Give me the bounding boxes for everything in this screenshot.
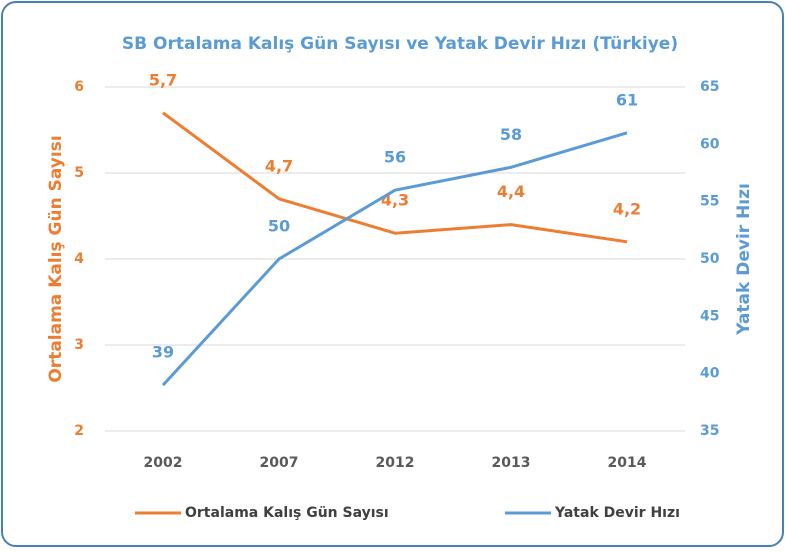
y-axis-title: Ortalama Kalış Gün Sayısı	[46, 135, 66, 382]
chart-title: SB Ortalama Kalış Gün Sayısı ve Yatak De…	[122, 34, 678, 54]
y-tick-label: 4	[74, 251, 84, 267]
y-tick-label: 5	[74, 165, 84, 181]
data-label: 39	[152, 343, 174, 362]
x-tick-label: 2014	[608, 455, 647, 471]
y-tick-label: 6	[74, 79, 84, 95]
data-label: 61	[616, 90, 638, 109]
x-tick-label: 2002	[144, 455, 183, 471]
data-label: 4,3	[381, 191, 409, 210]
y2-tick-label: 50	[700, 251, 720, 267]
y2-axis-title: Yatak Devir Hızı	[734, 183, 754, 336]
data-label: 50	[268, 217, 290, 236]
x-tick-label: 2013	[492, 455, 531, 471]
y-tick-label: 3	[74, 337, 84, 353]
data-label: 56	[384, 148, 406, 167]
legend-label: Yatak Devir Hızı	[554, 505, 680, 521]
series-line	[161, 131, 628, 387]
data-label: 5,7	[149, 70, 177, 89]
y2-tick-label: 45	[700, 308, 719, 324]
y2-tick-label: 65	[700, 79, 719, 95]
data-label: 4,4	[497, 182, 525, 201]
x-tick-label: 2007	[260, 455, 299, 471]
y2-tick-label: 55	[700, 194, 719, 210]
y2-tick-label: 60	[700, 136, 720, 152]
legend-label: Ortalama Kalış Gün Sayısı	[185, 505, 389, 521]
y2-tick-label: 35	[700, 423, 719, 439]
data-label: 4,2	[613, 199, 641, 218]
data-label: 58	[500, 125, 522, 144]
x-tick-label: 2012	[376, 455, 415, 471]
y2-tick-label: 40	[700, 366, 720, 382]
y-tick-label: 2	[74, 423, 84, 439]
data-label: 4,7	[265, 156, 293, 175]
series-line	[162, 111, 628, 244]
